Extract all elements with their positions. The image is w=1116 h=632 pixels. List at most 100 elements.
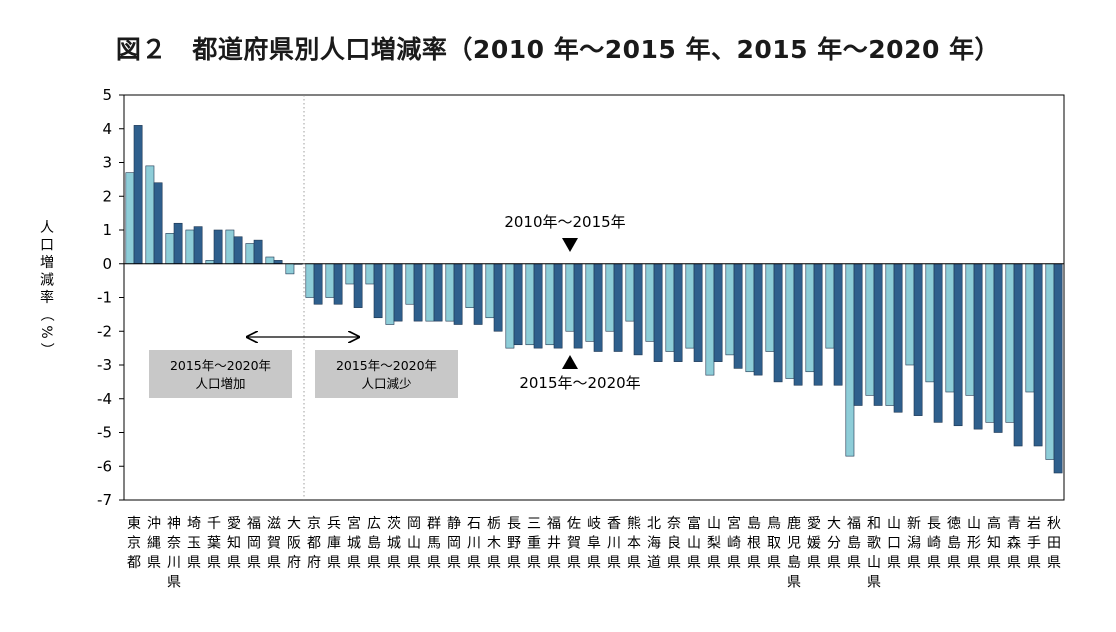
bottom-arrow-label: 2015年～2020年 [519, 374, 640, 392]
category-label-char: 滋 [267, 516, 281, 532]
category-label-char: 三 [527, 516, 541, 532]
bar-2010-2015 [845, 263, 855, 457]
category-label: 秋田県 [1047, 516, 1061, 571]
category-label-char: 高 [987, 515, 1001, 532]
category-label: 岡山県 [407, 516, 421, 571]
category-label-char: 神 [167, 516, 181, 532]
bar-2010-2015 [785, 263, 795, 379]
decrease-box-text: 人口減少 [361, 376, 411, 391]
bar-2015-2020 [433, 263, 443, 322]
category-label-char: 梨 [707, 536, 721, 552]
y-tick-label: -2 [97, 322, 112, 340]
category-label-char: 山 [407, 536, 421, 552]
bar-2010-2015 [745, 263, 755, 373]
y-tick-label: -5 [97, 424, 112, 442]
category-label-char: 県 [887, 555, 901, 571]
category-label: 福井県 [547, 516, 561, 571]
category-label-char: 県 [387, 555, 401, 571]
category-label-char: 県 [167, 575, 181, 591]
bar-2015-2020 [233, 236, 243, 265]
y-tick-label: 5 [102, 86, 112, 104]
category-label: 山形県 [967, 516, 981, 571]
category-label-char: 埼 [187, 516, 201, 532]
category-label-char: 宮 [727, 516, 741, 532]
category-label-char: 岡 [247, 536, 261, 552]
category-label: 青森県 [1007, 516, 1021, 571]
category-label-char: 岡 [407, 516, 421, 532]
category-label: 宮城県 [347, 516, 361, 571]
category-label-char: 県 [987, 555, 1001, 571]
category-label-char: 奈 [667, 516, 681, 532]
bar-2015-2020 [893, 263, 903, 413]
category-label-char: 海 [647, 536, 661, 552]
y-axis-label-char: 率 [40, 289, 54, 306]
category-label-char: 群 [427, 516, 441, 532]
category-label: 滋賀県 [267, 516, 281, 571]
category-label-char: 田 [1047, 536, 1061, 552]
category-label-char: 潟 [907, 536, 921, 552]
category-label-char: 香 [607, 516, 621, 532]
category-label-char: 形 [967, 536, 981, 552]
category-label-char: 県 [827, 555, 841, 571]
category-label-char: 京 [127, 536, 141, 552]
category-label-char: 県 [187, 555, 201, 571]
category-label: 香川県 [607, 516, 621, 571]
y-axis-ticks: 5 4 3 2 1 0 -1 -2 -3 -4 -5 -6 -7 [97, 86, 124, 509]
category-label: 山梨県 [707, 516, 721, 571]
bar-2010-2015 [565, 263, 575, 332]
category-label: 徳島県 [947, 516, 961, 571]
bar-2015-2020 [753, 263, 763, 376]
category-label-char: 根 [747, 536, 761, 552]
bar-2010-2015 [965, 263, 975, 396]
category-label-char: 県 [727, 555, 741, 571]
bar-2015-2020 [173, 222, 183, 265]
category-label-char: 徳 [947, 516, 961, 532]
annotations: 2010年～2015年2015年～2020年2015年～2020年人口増加201… [149, 213, 641, 398]
category-label-char: 県 [607, 555, 621, 571]
bar-2015-2020 [213, 229, 223, 265]
category-label: 宮崎県 [727, 516, 741, 571]
category-label-char: 県 [527, 555, 541, 571]
bar-2015-2020 [1013, 263, 1023, 447]
bar-2015-2020 [413, 263, 423, 322]
bar-2015-2020 [853, 263, 863, 406]
category-label-char: 森 [1007, 536, 1021, 552]
category-label-char: 県 [1047, 555, 1061, 571]
category-label: 熊本県 [627, 516, 641, 571]
category-label-char: 都 [127, 555, 141, 571]
bar-2015-2020 [193, 226, 203, 265]
category-label-char: 県 [587, 555, 601, 571]
category-label-char: 手 [1027, 536, 1041, 552]
bar-2010-2015 [245, 243, 255, 265]
category-label-char: 県 [427, 555, 441, 571]
category-label-char: 本 [627, 536, 641, 552]
category-label-char: 北 [647, 516, 661, 532]
category-label-char: 知 [987, 535, 1001, 552]
category-label-char: 県 [707, 555, 721, 571]
up-triangle-marker [562, 355, 578, 369]
plot-frame [123, 94, 1065, 501]
category-label: 大分県 [827, 516, 841, 571]
category-label-char: 兵 [327, 516, 341, 532]
category-label: 山口県 [887, 516, 901, 571]
category-label: 鳥取県 [767, 516, 781, 571]
bar-2010-2015 [825, 263, 835, 349]
bar-2015-2020 [713, 263, 723, 362]
category-label-char: 知 [227, 535, 241, 552]
bar-2015-2020 [253, 239, 263, 265]
y-axis-label-char: ） [38, 343, 54, 357]
category-label-char: 県 [267, 555, 281, 571]
axes [123, 94, 1065, 501]
category-label-char: 県 [947, 555, 961, 571]
category-label: 茨城県 [387, 516, 401, 571]
bar-2010-2015 [725, 263, 735, 356]
down-triangle-marker [562, 238, 578, 252]
category-label: 石川県 [467, 516, 481, 571]
category-label-char: 佐 [567, 516, 581, 532]
category-label-char: 県 [667, 555, 681, 571]
category-label-char: 賀 [267, 536, 281, 552]
category-label-char: 取 [767, 536, 781, 552]
y-axis-label: 人口増減率 （% ） [38, 220, 54, 357]
bar-2015-2020 [133, 125, 143, 265]
